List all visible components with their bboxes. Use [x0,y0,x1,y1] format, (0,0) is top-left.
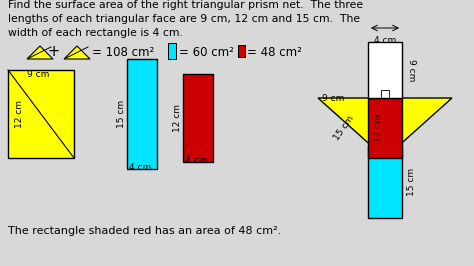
Text: = 60 cm²: = 60 cm² [179,45,234,59]
Bar [368,98,402,158]
Text: 12 cm: 12 cm [16,100,25,128]
Bar [381,90,389,98]
Text: Find the surface area of the right triangular prism net.  The three: Find the surface area of the right trian… [8,0,363,10]
Text: 4 cm: 4 cm [374,36,396,45]
Polygon shape [318,98,452,158]
Text: 12 cm: 12 cm [374,114,383,142]
Bar [368,146,402,218]
Text: 4 cm: 4 cm [129,163,151,172]
Bar [368,42,402,98]
Bar [183,74,213,162]
Text: = 108 cm²: = 108 cm² [92,45,154,59]
Text: = 48 cm²: = 48 cm² [247,45,302,59]
Bar [238,45,245,57]
Text: 12 cm: 12 cm [173,104,182,132]
Text: 9 cm: 9 cm [322,94,345,103]
Polygon shape [64,46,90,59]
Text: 15 cm: 15 cm [118,100,127,128]
Text: 9 cm: 9 cm [27,70,49,79]
Text: 9 cm: 9 cm [407,59,416,81]
Bar [127,59,157,169]
Bar [168,43,176,59]
Text: width of each rectangle is 4 cm.: width of each rectangle is 4 cm. [8,28,183,38]
Text: 4 cm: 4 cm [185,156,207,165]
Text: 15 cm: 15 cm [332,114,356,142]
Text: +: + [48,44,60,60]
Text: The rectangle shaded red has an area of 48 cm².: The rectangle shaded red has an area of … [8,226,281,236]
Bar [8,70,74,158]
Text: 15 cm: 15 cm [407,168,416,196]
Text: lengths of each triangular face are 9 cm, 12 cm and 15 cm.  The: lengths of each triangular face are 9 cm… [8,14,360,24]
Polygon shape [27,46,53,59]
